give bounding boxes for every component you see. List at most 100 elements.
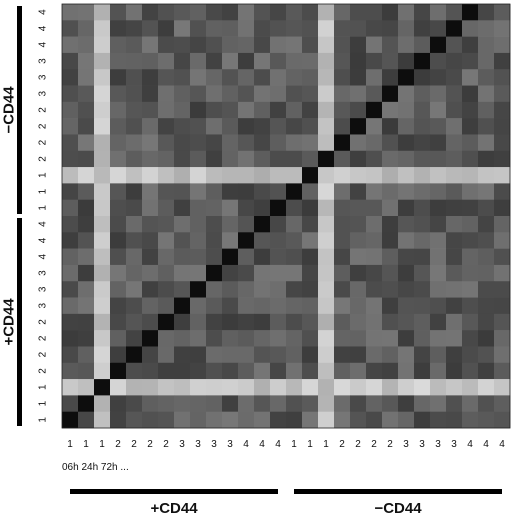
heatmap-cell: [430, 411, 447, 429]
heatmap-cell: [286, 52, 303, 70]
x-tick-label: 3: [195, 439, 201, 450]
heatmap-cell: [382, 395, 399, 412]
heatmap-cell: [366, 346, 383, 364]
heatmap-cell: [302, 411, 319, 429]
heatmap-cell: [126, 232, 143, 249]
heatmap-cell: [382, 167, 399, 184]
heatmap-cell: [318, 297, 335, 315]
heatmap-cell: [158, 346, 175, 364]
heatmap-cell: [302, 36, 319, 54]
heatmap-cell: [110, 183, 127, 200]
heatmap-cell: [142, 150, 159, 168]
y-tick-label: 4: [38, 221, 49, 227]
heatmap-cell: [430, 281, 447, 298]
heatmap-cell: [238, 248, 255, 266]
heatmap-cell: [142, 85, 159, 103]
heatmap-cell: [302, 69, 319, 86]
y-group-bar: [17, 6, 22, 214]
heatmap-cell: [270, 183, 287, 200]
heatmap-cell: [318, 281, 335, 298]
heatmap-cell: [142, 379, 159, 396]
heatmap-cell: [350, 52, 367, 70]
heatmap-cell: [366, 216, 383, 233]
heatmap-cell: [142, 183, 159, 200]
heatmap-cell: [62, 330, 79, 347]
heatmap-cell: [142, 167, 159, 184]
heatmap-cell: [62, 313, 79, 331]
heatmap-cell: [62, 52, 79, 70]
heatmap-cell: [494, 101, 511, 119]
heatmap-cell: [286, 4, 303, 21]
heatmap-cell: [430, 150, 447, 168]
heatmap-cell: [270, 281, 287, 298]
heatmap-cell: [110, 118, 127, 135]
heatmap-cell: [430, 118, 447, 135]
heatmap-cell: [222, 85, 239, 103]
heatmap-cell: [446, 395, 463, 412]
heatmap-cell: [398, 85, 415, 103]
heatmap-cell: [414, 264, 431, 282]
heatmap-cell: [206, 346, 223, 364]
heatmap-cell: [158, 216, 175, 233]
heatmap-cell: [238, 20, 255, 37]
heatmap-cell: [462, 20, 479, 37]
heatmap-cell: [110, 101, 127, 119]
y-tick-label: 2: [38, 107, 49, 113]
heatmap-cell: [126, 101, 143, 119]
heatmap-cell: [270, 362, 287, 380]
heatmap-cell: [270, 248, 287, 266]
heatmap-cell: [238, 281, 255, 298]
heatmap-cell: [238, 313, 255, 331]
heatmap-cell: [446, 216, 463, 233]
heatmap-cell: [350, 183, 367, 200]
heatmap-cell: [350, 264, 367, 282]
heatmap-cell: [398, 395, 415, 412]
heatmap-cell: [158, 248, 175, 266]
heatmap-cell: [126, 20, 143, 37]
heatmap-cell: [494, 346, 511, 364]
heatmap-cell: [158, 411, 175, 429]
heatmap-cell: [126, 313, 143, 331]
heatmap-cell: [270, 85, 287, 103]
heatmap-cell: [318, 183, 335, 200]
heatmap-cell: [174, 411, 191, 429]
heatmap-cell: [222, 362, 239, 380]
heatmap-cell: [462, 281, 479, 298]
y-tick-label: 4: [38, 254, 49, 260]
heatmap-cell: [430, 183, 447, 200]
heatmap-cell: [334, 36, 351, 54]
heatmap-cell: [222, 52, 239, 70]
heatmap-cell: [238, 52, 255, 70]
x-tick-label: 2: [339, 439, 345, 450]
heatmap-cell: [78, 395, 95, 412]
heatmap-cell: [430, 346, 447, 364]
heatmap-cell: [222, 216, 239, 233]
heatmap-cell: [446, 411, 463, 429]
heatmap-cell: [462, 36, 479, 54]
heatmap-cell: [462, 232, 479, 249]
heatmap-cell: [94, 362, 111, 380]
heatmap-cell: [478, 281, 495, 298]
heatmap-cell: [206, 281, 223, 298]
heatmap-cell: [494, 216, 511, 233]
heatmap-cell: [174, 313, 191, 331]
heatmap-cell: [382, 150, 399, 168]
heatmap-cell: [366, 313, 383, 331]
heatmap-cell: [350, 4, 367, 21]
heatmap-cell: [318, 4, 335, 21]
heatmap-cell: [446, 52, 463, 70]
heatmap-cell: [286, 101, 303, 119]
heatmap-cell: [126, 4, 143, 21]
heatmap-cell: [78, 362, 95, 380]
heatmap-cell: [222, 150, 239, 168]
heatmap-cell: [254, 118, 271, 135]
heatmap-cell: [398, 69, 415, 86]
y-tick-label: 1: [38, 205, 49, 211]
heatmap-cell: [302, 20, 319, 37]
heatmap-cell: [126, 36, 143, 54]
heatmap-cell: [174, 330, 191, 347]
heatmap-cell: [174, 232, 191, 249]
heatmap-cell: [382, 232, 399, 249]
heatmap-cell: [414, 134, 431, 152]
heatmap-cell: [478, 248, 495, 266]
